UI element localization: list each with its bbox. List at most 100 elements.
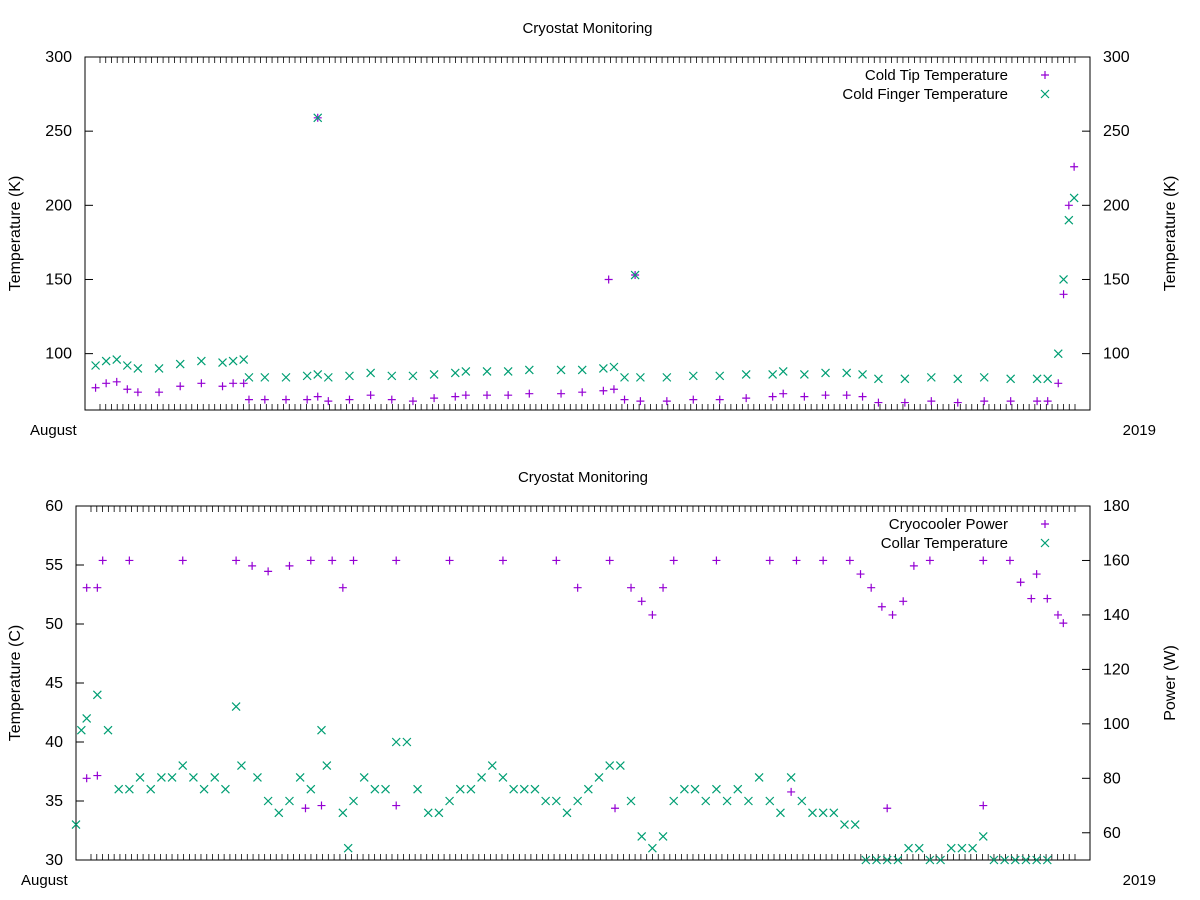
data-point <box>742 394 751 403</box>
series-1 <box>71 690 1052 865</box>
data-point <box>620 372 629 382</box>
data-point <box>483 391 491 400</box>
data-point <box>953 398 962 407</box>
data-point <box>82 713 92 723</box>
data-point <box>345 371 354 381</box>
data-point <box>487 761 497 771</box>
y-tick-label: 60 <box>45 498 63 515</box>
data-point <box>429 369 439 379</box>
data-point <box>210 772 220 782</box>
data-point <box>1043 397 1052 406</box>
data-point <box>519 784 529 794</box>
y2-tick-label: 100 <box>1103 346 1130 363</box>
data-point <box>285 561 294 570</box>
data-point <box>313 113 323 123</box>
data-point <box>797 796 807 806</box>
data-point <box>611 804 620 813</box>
data-point <box>530 784 540 794</box>
data-point <box>1021 855 1031 865</box>
series-0 <box>91 113 1079 407</box>
data-point <box>1059 275 1068 284</box>
data-point <box>423 808 433 818</box>
data-point <box>598 364 608 373</box>
data-point <box>445 556 454 565</box>
data-point <box>1053 610 1062 619</box>
data-point <box>893 855 903 865</box>
data-point <box>306 556 315 565</box>
data-point <box>1043 374 1053 384</box>
y-tick-label: 250 <box>45 123 72 140</box>
data-point <box>873 374 883 384</box>
data-point <box>461 391 470 400</box>
data-point <box>883 804 892 813</box>
y2-tick-label: 300 <box>1103 49 1130 66</box>
data-point <box>176 382 185 391</box>
data-point <box>754 772 764 782</box>
data-point <box>662 397 671 406</box>
data-point <box>178 761 188 771</box>
data-point <box>741 369 751 379</box>
data-point <box>301 804 310 813</box>
legend-entry-label: Cold Tip Temperature <box>865 67 1008 84</box>
data-point <box>552 556 561 565</box>
data-point <box>980 397 989 406</box>
data-point <box>647 843 657 853</box>
data-point <box>701 796 711 806</box>
data-point <box>636 397 645 406</box>
data-point <box>979 556 988 565</box>
data-point <box>957 843 967 853</box>
legend-entry-marker <box>1040 89 1050 99</box>
y2-tick-label: 140 <box>1103 607 1130 624</box>
data-point <box>882 855 892 865</box>
data-point <box>282 395 290 404</box>
data-point <box>263 796 273 806</box>
data-point <box>322 761 332 771</box>
data-point <box>370 784 380 794</box>
data-point <box>1000 855 1010 865</box>
y2-tick-label: 120 <box>1103 661 1130 678</box>
data-point <box>125 556 134 565</box>
data-point <box>1006 374 1016 384</box>
legend-entry-label: Cryocooler Power <box>889 516 1008 533</box>
data-point <box>658 831 668 841</box>
data-point <box>821 368 830 378</box>
data-point <box>900 374 910 384</box>
data-point <box>900 398 909 407</box>
data-point <box>504 391 513 400</box>
data-point <box>626 796 636 806</box>
data-point <box>387 371 397 381</box>
data-point <box>690 784 700 794</box>
chart-title: Cryostat Monitoring <box>518 469 648 486</box>
data-point <box>101 356 111 366</box>
y-tick-label: 150 <box>45 271 72 288</box>
data-point <box>122 361 132 370</box>
data-point <box>679 784 689 794</box>
data-point <box>577 365 587 375</box>
data-point <box>274 808 284 818</box>
data-point <box>71 820 81 830</box>
x-tick-label-last: 2019 <box>1123 872 1156 889</box>
data-point <box>556 365 566 375</box>
data-point <box>605 556 614 565</box>
y-tick-label: 200 <box>45 197 72 214</box>
y-tick-label: 100 <box>45 346 72 363</box>
y-tick-label: 40 <box>45 734 63 751</box>
data-point <box>765 796 775 806</box>
data-point <box>733 784 743 794</box>
data-point <box>688 371 698 381</box>
data-point <box>1064 215 1074 225</box>
y2-tick-label: 60 <box>1103 825 1121 842</box>
data-point <box>338 808 348 818</box>
data-point <box>557 389 566 398</box>
data-point <box>232 556 241 565</box>
data-point <box>615 761 625 771</box>
data-point <box>979 372 989 382</box>
data-point <box>328 556 337 565</box>
data-point <box>1042 855 1052 865</box>
data-point <box>768 369 778 379</box>
data-point <box>867 583 876 592</box>
data-point <box>799 369 809 379</box>
data-point <box>909 561 918 570</box>
data-point <box>154 364 164 373</box>
x-tick-label-last: 2019 <box>1123 422 1156 439</box>
